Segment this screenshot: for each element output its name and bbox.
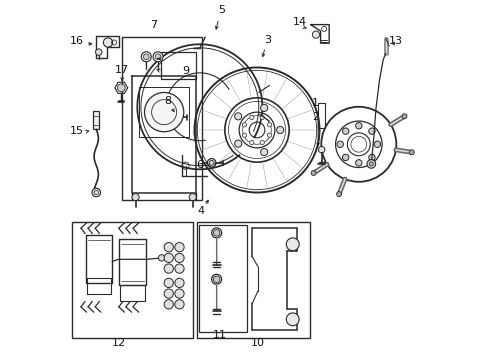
Text: 10: 10 — [250, 338, 264, 347]
Circle shape — [144, 93, 183, 132]
Circle shape — [285, 238, 299, 251]
Circle shape — [249, 115, 253, 120]
Circle shape — [164, 264, 173, 273]
Text: 5: 5 — [217, 5, 224, 15]
Circle shape — [342, 128, 348, 134]
Circle shape — [173, 115, 178, 120]
Text: 2: 2 — [311, 112, 318, 122]
Circle shape — [211, 274, 221, 284]
Circle shape — [285, 313, 299, 326]
Circle shape — [103, 38, 112, 47]
Circle shape — [175, 289, 184, 298]
Text: 15: 15 — [70, 126, 84, 136]
Text: 13: 13 — [388, 36, 403, 46]
Circle shape — [175, 300, 184, 309]
Circle shape — [213, 230, 220, 236]
Circle shape — [408, 150, 413, 155]
Circle shape — [336, 192, 341, 197]
Circle shape — [175, 264, 184, 273]
Text: 7: 7 — [149, 19, 157, 30]
Circle shape — [368, 154, 374, 161]
Bar — [122, 37, 201, 200]
Circle shape — [175, 278, 184, 288]
Circle shape — [209, 160, 214, 165]
Circle shape — [155, 54, 161, 60]
Text: 11: 11 — [213, 330, 227, 341]
Circle shape — [318, 147, 324, 153]
Text: 14: 14 — [292, 17, 306, 27]
Circle shape — [368, 128, 374, 134]
Circle shape — [143, 54, 149, 60]
Circle shape — [95, 49, 102, 55]
Circle shape — [260, 148, 267, 156]
Circle shape — [260, 140, 264, 145]
Bar — [72, 222, 192, 338]
Circle shape — [92, 188, 101, 197]
Circle shape — [249, 140, 253, 145]
Circle shape — [312, 31, 319, 38]
Circle shape — [401, 114, 406, 119]
Circle shape — [164, 278, 173, 288]
Circle shape — [373, 141, 380, 148]
Circle shape — [213, 276, 220, 283]
Circle shape — [368, 162, 373, 166]
Text: 1: 1 — [311, 98, 318, 108]
Circle shape — [342, 154, 348, 161]
Bar — [160, 52, 196, 79]
Text: 8: 8 — [164, 96, 171, 106]
Circle shape — [276, 126, 283, 134]
Circle shape — [189, 194, 196, 201]
Circle shape — [211, 228, 221, 238]
Circle shape — [141, 52, 151, 62]
Circle shape — [260, 115, 264, 120]
Circle shape — [366, 159, 375, 168]
Circle shape — [242, 133, 246, 137]
Circle shape — [267, 123, 271, 127]
Circle shape — [132, 194, 139, 201]
Text: 12: 12 — [111, 338, 125, 347]
Text: 4: 4 — [197, 206, 204, 216]
Circle shape — [234, 140, 241, 147]
Circle shape — [158, 255, 164, 261]
Circle shape — [336, 141, 343, 148]
Circle shape — [175, 243, 184, 252]
Circle shape — [234, 113, 241, 120]
Circle shape — [267, 133, 271, 137]
Circle shape — [242, 123, 246, 127]
Circle shape — [355, 159, 361, 166]
Circle shape — [164, 243, 173, 252]
Circle shape — [164, 253, 173, 262]
Circle shape — [355, 122, 361, 129]
Circle shape — [260, 104, 267, 112]
Bar — [198, 225, 247, 332]
Bar — [197, 222, 309, 338]
Circle shape — [164, 300, 173, 309]
Text: 16: 16 — [70, 36, 84, 46]
Circle shape — [164, 289, 173, 298]
Bar — [317, 103, 324, 128]
Bar — [93, 111, 99, 129]
Circle shape — [175, 253, 184, 262]
Text: 9: 9 — [182, 66, 189, 76]
Text: 3: 3 — [264, 35, 271, 45]
Circle shape — [310, 171, 315, 175]
Circle shape — [153, 52, 163, 62]
Text: 6: 6 — [196, 160, 203, 170]
Text: 17: 17 — [115, 65, 129, 75]
Circle shape — [117, 84, 125, 92]
